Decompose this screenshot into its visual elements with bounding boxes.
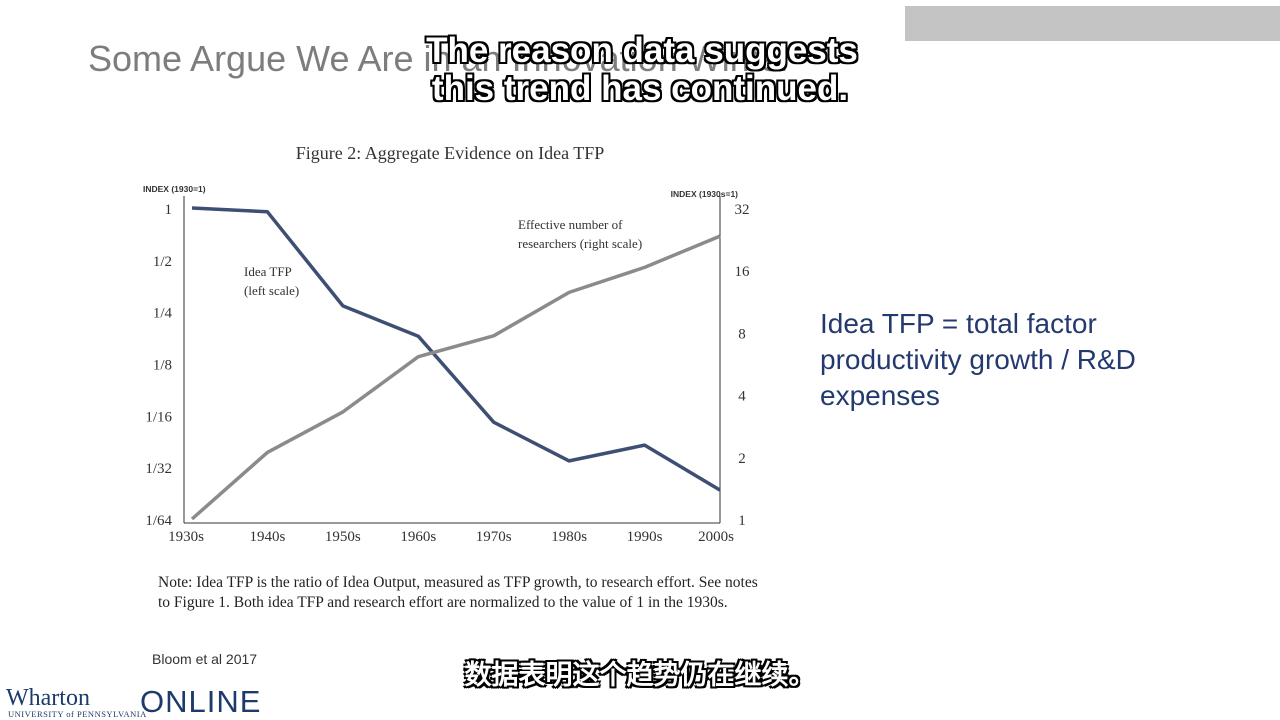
subtitle-english-line-2: this trend has continued.: [431, 69, 849, 108]
citation: Bloom et al 2017: [152, 651, 258, 667]
left-tick-label: 1/2: [153, 254, 172, 270]
right-tick-label: 8: [738, 326, 746, 342]
figure-note: Note: Idea TFP is the ratio of Idea Outp…: [158, 574, 758, 611]
x-tick-labels: 1930s 1940s 1950s 1960s 1970s 1980s 1990s 2000s: [168, 529, 734, 545]
right-tick-label: 16: [735, 264, 751, 280]
x-tick-label: 1990s: [627, 529, 663, 545]
left-tick-label: 1: [165, 202, 173, 218]
x-tick-label: 1930s: [168, 529, 204, 545]
idea-tfp-line: [191, 206, 721, 492]
upenn-logo-text: UNIVERSITY of PENNSYLVANIA: [8, 709, 147, 719]
series-label-idea-tfp: Idea TFP (left scale): [244, 264, 299, 298]
x-tick-label: 1940s: [250, 529, 286, 545]
right-tick-labels: 32 16 8 4 2 1: [735, 202, 751, 529]
researchers-line: [190, 234, 721, 521]
x-tick-label: 1950s: [325, 529, 361, 545]
slide-title: Some Argue We Are in an Innovation Winte…: [88, 38, 792, 79]
subtitle-chinese: 数据表明这个趋势仍在继续。: [464, 660, 816, 691]
right-tick-label: 4: [738, 389, 746, 405]
right-tick-label: 32: [735, 202, 750, 218]
online-logo: ONLINE: [140, 684, 262, 719]
left-tick-label: 1/16: [145, 409, 172, 425]
x-tick-label: 1960s: [400, 529, 436, 545]
right-tick-label: 1: [738, 513, 746, 529]
subtitle-english-line-1: The reason data suggests: [426, 31, 858, 70]
series-label-researchers: Effective number of researchers (right s…: [518, 217, 642, 251]
right-axis-label: INDEX (1930s=1): [671, 189, 738, 199]
x-tick-label: 1970s: [476, 529, 512, 545]
chart-title: Figure 2: Aggregate Evidence on Idea TFP: [296, 143, 605, 163]
footer-bar: [0, 686, 1280, 720]
series-lines: [190, 206, 721, 521]
x-tick-label: 1980s: [551, 529, 587, 545]
idea-tfp-definition: Idea TFP = total factor productivity gro…: [820, 308, 1136, 411]
wharton-logo: Wharton: [6, 685, 90, 711]
left-tick-labels: 1 1/2 1/4 1/8 1/16 1/32 1/64: [145, 202, 172, 529]
left-tick-label: 1/32: [145, 461, 172, 477]
top-right-bar: [905, 6, 1280, 41]
x-tick-label: 2000s: [698, 529, 734, 545]
left-tick-label: 1/4: [153, 306, 173, 322]
left-tick-label: 1/8: [153, 358, 172, 374]
left-axis-label: INDEX (1930=1): [143, 184, 206, 194]
right-tick-label: 2: [738, 451, 746, 467]
left-tick-label: 1/64: [145, 513, 172, 529]
